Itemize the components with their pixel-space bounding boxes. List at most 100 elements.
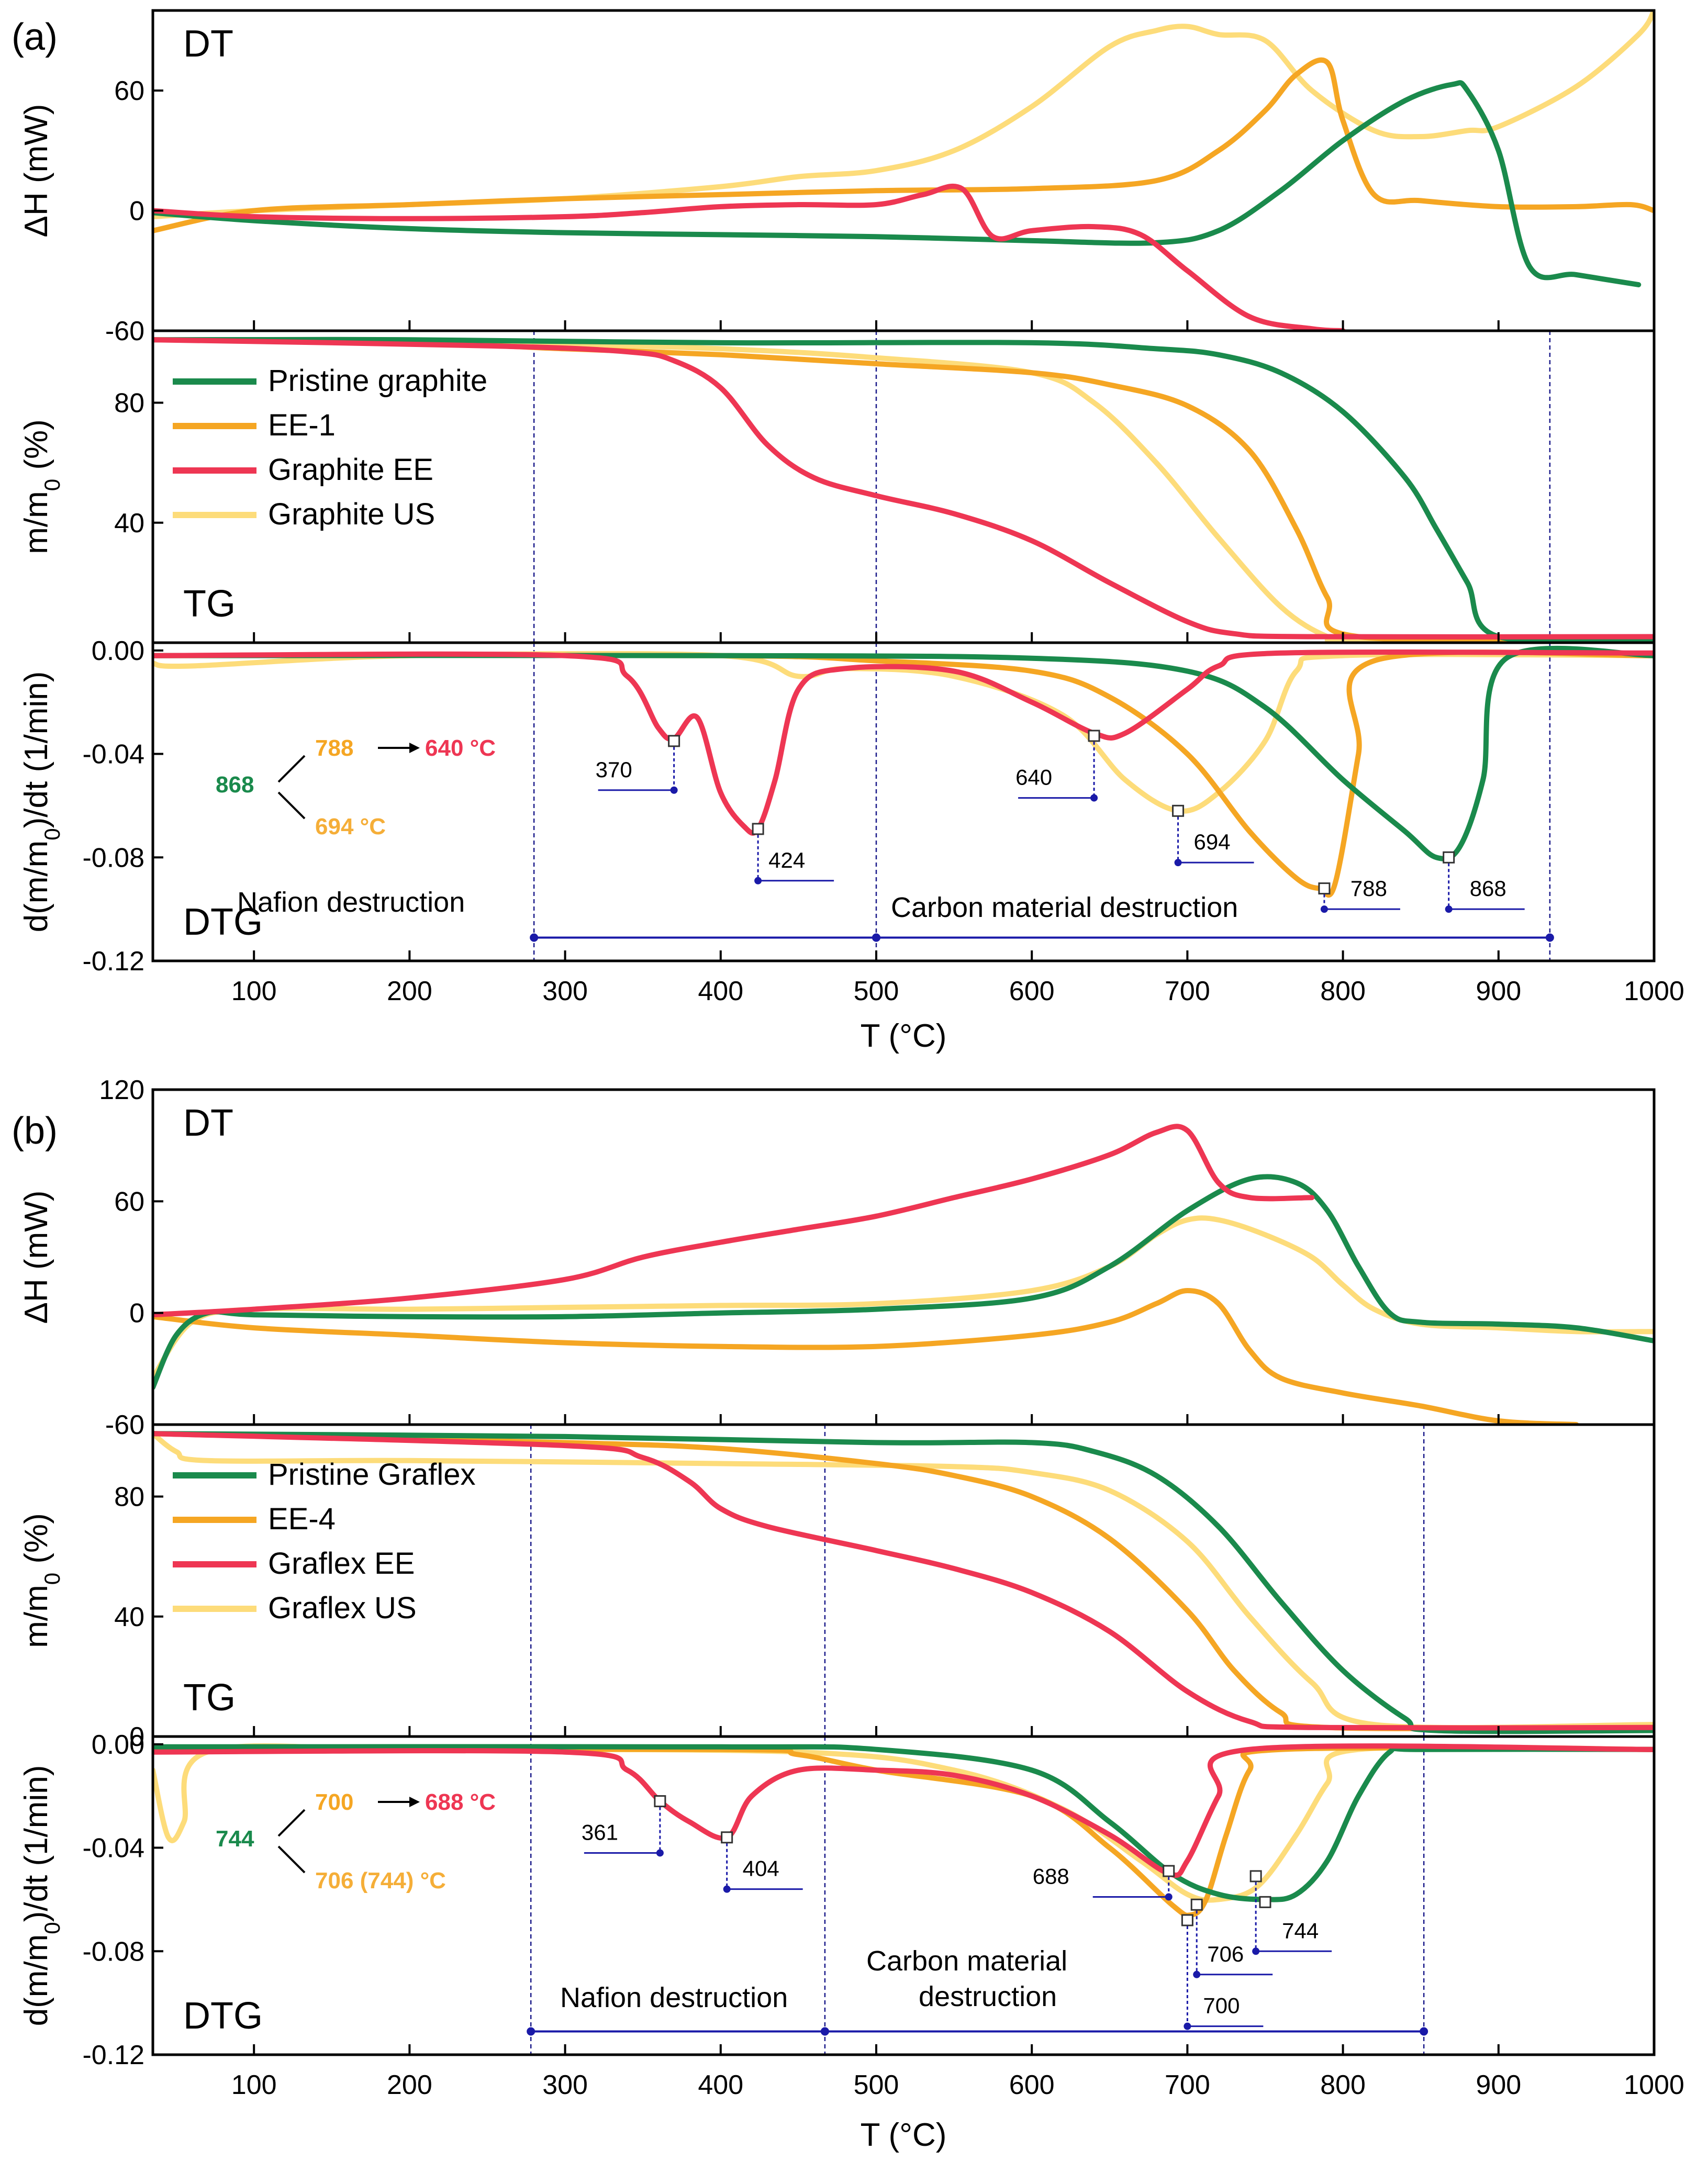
region-end-dot <box>530 933 539 942</box>
legend-entry: Pristine graphite <box>268 364 487 398</box>
y-tick-label: 40 <box>114 1602 144 1632</box>
subplot-dtg: -0.12 -0.08 -0.04 0.00 d(m/m0)/dt (1/min) DTG… <box>18 1730 1684 2153</box>
y-axis-title-m: m <box>18 491 54 518</box>
axes-frame <box>151 9 1656 332</box>
region-label: Carbon material destruction <box>891 892 1238 923</box>
peak-marker <box>752 823 764 835</box>
series-line-graflex-us <box>153 1215 1654 1381</box>
legend: Pristine Graflex EE-4 Graflex EE Graflex US <box>173 1458 475 1625</box>
y-axis-title: ΔH (mW) <box>18 1191 54 1324</box>
series-line-pristine-graflex <box>153 1174 1654 1390</box>
region-end-dot <box>872 933 880 942</box>
axes-frame <box>151 641 1656 962</box>
y-tick-label: -0.08 <box>82 1936 144 1967</box>
series-line-pristine-graphite <box>153 80 1642 287</box>
y-axis-title-m: m <box>18 841 54 868</box>
y-tick-label: 0 <box>129 196 144 227</box>
peak-marker <box>1088 730 1100 742</box>
peak-label: 868 <box>1470 876 1506 901</box>
y-tick-label: 40 <box>114 508 144 539</box>
peak-label: 744 <box>1282 1918 1319 1943</box>
series-line-ee-1 <box>153 57 1654 233</box>
y-axis-title: d(m/m0)/dt (1/min) <box>18 671 64 933</box>
peak-marker <box>1190 1898 1203 1911</box>
peak-label: 404 <box>743 1856 779 1881</box>
x-tick-label: 600 <box>1009 2070 1055 2100</box>
series-line-graphite-ee <box>153 183 1346 331</box>
peak-label: 688 <box>1033 1864 1069 1888</box>
legend-entry: EE-4 <box>268 1502 336 1536</box>
legend-entry: Graflex US <box>268 1591 417 1625</box>
scheme-root: 868 <box>216 772 254 798</box>
peak-marker <box>721 1831 733 1844</box>
y-tick-label: 0.00 <box>92 1730 144 1760</box>
subplot-tg: 40 80 m/m0 (%) TG Pristine graphite EE-1 Graph… <box>18 329 1656 644</box>
subplot-label: DTG <box>183 901 263 943</box>
peak-label: 370 <box>596 757 632 782</box>
region-end-dot <box>1420 2027 1428 2036</box>
y-tick-label: 0 <box>129 1298 144 1329</box>
y-axis-title: ΔH (mW) <box>18 104 54 238</box>
y-axis-title-m: m <box>18 1934 54 1962</box>
peak-marker <box>668 735 680 747</box>
peak-label: 361 <box>582 1820 618 1844</box>
x-tick-label: 500 <box>854 2070 899 2100</box>
legend: Pristine graphite EE-1 Graphite EE Graphite… <box>173 364 487 531</box>
y-tick-label: 80 <box>114 388 144 419</box>
series-line-graflex-ee <box>153 1124 1315 1318</box>
scheme-upper: 788 <box>315 735 353 761</box>
y-axis-title-part: d(m/ <box>18 867 54 933</box>
region-end-dot <box>527 2027 535 2036</box>
x-tick-label: 200 <box>387 976 432 1006</box>
y-axis-title-part: m/ <box>18 518 54 554</box>
legend-entry: Graphite US <box>268 497 435 531</box>
x-axis-title: T (°C) <box>861 1018 947 1054</box>
peak-label: 700 <box>1203 1993 1240 2018</box>
peak-label: 640 <box>1015 765 1052 790</box>
region-label: Carbon material <box>866 1945 1067 1977</box>
x-tick-label: 600 <box>1009 976 1055 1006</box>
y-tick-label: -0.04 <box>82 740 144 770</box>
y-tick-label: 0 <box>129 1722 144 1752</box>
scheme-arrow-up <box>277 1809 306 1837</box>
series-line-ee-1 <box>153 649 1654 898</box>
series-line-ee-4 <box>153 1431 1654 1731</box>
y-tick-label: 120 <box>99 1075 144 1105</box>
subplot-label: DT <box>183 1102 233 1144</box>
y-axis-title-sub: 0 <box>40 479 64 491</box>
y-axis-title-sub: 0 <box>40 1922 64 1934</box>
x-tick-label: 100 <box>231 2070 277 2100</box>
region-label: Nafion destruction <box>560 1982 788 2013</box>
series-group <box>153 645 1654 898</box>
series-line-pristine-graphite <box>153 645 1654 861</box>
x-tick-label: 700 <box>1165 2070 1210 2100</box>
scheme-lower: 706 (744) °C <box>315 1868 446 1894</box>
peak-label: 788 <box>1350 876 1387 901</box>
panel-letter: (b) <box>12 1110 58 1152</box>
series-line-graphite-ee <box>153 649 1654 836</box>
y-axis-title-sub: 0 <box>40 828 64 840</box>
subplot-dt: -60 0 60 ΔH (mW) DT <box>18 9 1656 346</box>
scheme-lower: 694 °C <box>315 814 386 839</box>
region-label: Nafion destruction <box>237 887 465 918</box>
y-axis-title-sub: 0 <box>40 1573 64 1585</box>
series-line-pristine-graphite <box>153 337 1654 643</box>
x-tick-label: 800 <box>1320 976 1366 1006</box>
region-label: destruction <box>919 1981 1057 2012</box>
peak-annotations: 361 404 688 706 744 700 <box>582 1795 1332 2030</box>
x-tick-label: 900 <box>1476 976 1521 1006</box>
scheme-arrow-to: 640 °C <box>425 735 496 761</box>
y-tick-label: 60 <box>114 1186 144 1217</box>
scheme-arrow-head <box>409 1797 420 1807</box>
y-tick-label: 60 <box>114 76 144 106</box>
scheme-root: 744 <box>216 1826 254 1852</box>
legend-entry: EE-1 <box>268 408 336 442</box>
y-tick-label: -0.12 <box>82 946 144 977</box>
axes-frame <box>151 1735 1656 2056</box>
series-group <box>153 1743 1654 1918</box>
y-tick-label: -60 <box>105 316 144 346</box>
x-tick-label: 900 <box>1476 2070 1521 2100</box>
